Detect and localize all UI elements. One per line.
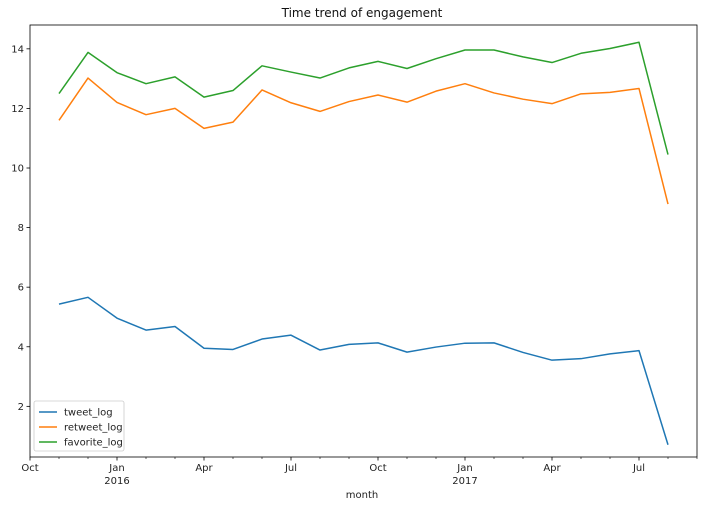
- y-tick-label: 4: [18, 342, 24, 353]
- x-tick-label: Oct: [369, 463, 386, 474]
- legend-label: retweet_log: [64, 423, 123, 434]
- y-tick-label: 8: [18, 223, 24, 234]
- x-tick-label: Oct: [21, 463, 38, 474]
- plot-area-frame: [29, 24, 698, 458]
- legend: tweet_log retweet_log favorite_log: [33, 400, 125, 452]
- y-tick-label: 2: [18, 402, 24, 413]
- legend-label: tweet_log: [64, 408, 113, 419]
- series-line-retweet-log: [58, 77, 669, 205]
- legend-box: [33, 400, 125, 452]
- y-tick-label: 6: [18, 283, 24, 294]
- x-tick-label: Jan: [108, 463, 124, 474]
- x-tick-label: Jul: [632, 463, 645, 474]
- x-axis: Oct Jan 2016 Apr Jul Oct Jan 2017 Apr Jul: [21, 457, 698, 487]
- series-line-tweet-log: [58, 296, 669, 446]
- x-tick-year-label: 2016: [104, 476, 129, 487]
- x-tick-label: Jan: [456, 463, 472, 474]
- y-tick-label: 12: [11, 104, 24, 115]
- x-axis-label: month: [346, 490, 378, 501]
- x-tick-label: Apr: [543, 463, 561, 474]
- series-line-favorite-log: [58, 41, 669, 155]
- x-tick-year-label: 2017: [452, 476, 477, 487]
- y-axis: 2 4 6 8 10 12 14: [11, 44, 30, 413]
- series-lines: [58, 41, 669, 446]
- x-tick-label: Jul: [284, 463, 297, 474]
- y-tick-label: 10: [11, 164, 24, 175]
- legend-label: favorite_log: [64, 438, 123, 449]
- chart-title: Time trend of engagement: [281, 6, 443, 20]
- y-tick-label: 14: [11, 44, 24, 55]
- x-tick-label: Apr: [195, 463, 213, 474]
